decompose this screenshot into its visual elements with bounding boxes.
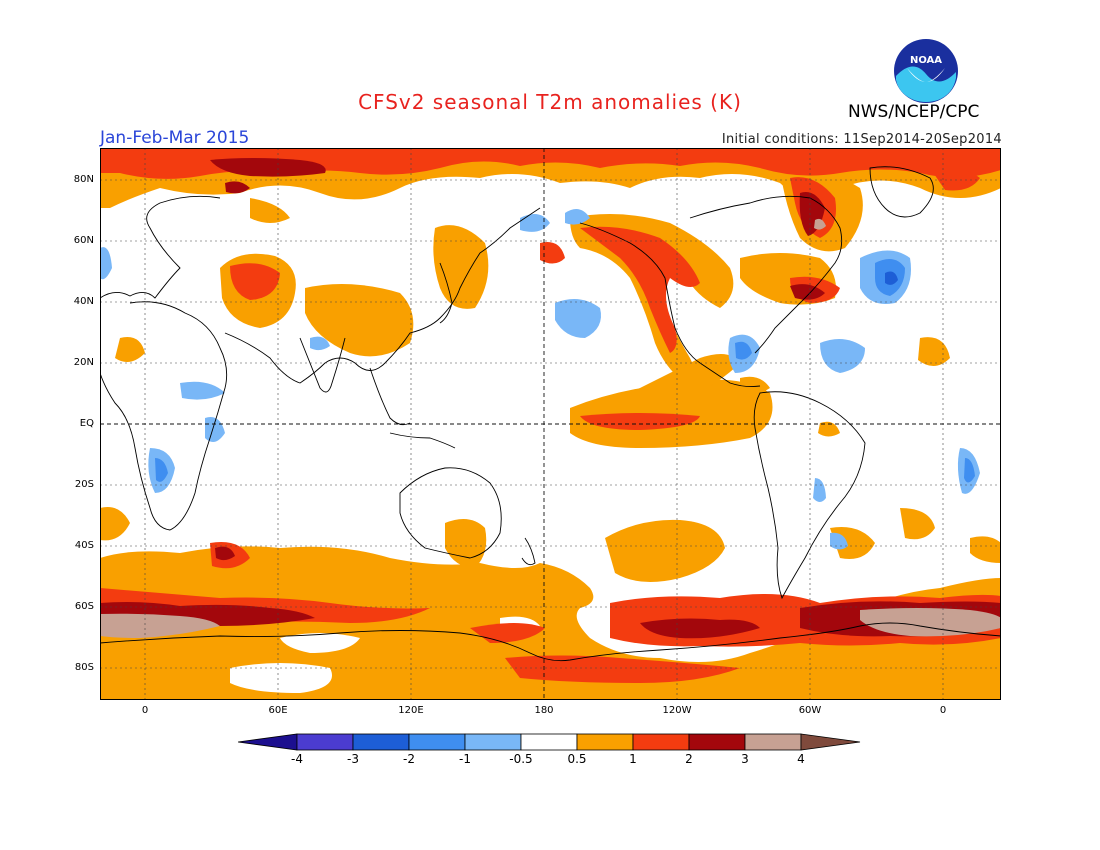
chart-title: CFSv2 seasonal T2m anomalies (K)	[358, 90, 742, 114]
colorbar-arrow-low	[238, 733, 298, 751]
agency-label: NWS/NCEP/CPC	[848, 102, 980, 122]
lat-label: 80S	[74, 662, 94, 673]
lon-label: 120E	[398, 705, 424, 716]
colorbar-segment	[576, 733, 634, 751]
map-border	[100, 148, 1001, 700]
lat-label: 80N	[73, 174, 94, 185]
lat-label: 60S	[74, 601, 94, 612]
warm-anomaly-layer-extreme	[100, 218, 1001, 638]
lat-label: 60N	[73, 235, 94, 246]
colorbar-segment	[744, 733, 802, 751]
lon-label: 120W	[662, 705, 692, 716]
colorbar	[238, 733, 861, 751]
lon-label: 60E	[268, 705, 288, 716]
lat-label: 20S	[74, 479, 94, 490]
colorbar-segment	[688, 733, 746, 751]
colorbar-label: 1	[629, 752, 637, 766]
colorbar-segment	[408, 733, 466, 751]
colorbar-label: -4	[291, 752, 303, 766]
lat-label: 40N	[73, 296, 94, 307]
logo-text: NOAA	[910, 55, 942, 66]
colorbar-label: -2	[403, 752, 415, 766]
lat-label: EQ	[79, 418, 94, 429]
lon-label: 0	[141, 705, 149, 716]
colorbar-label: -0.5	[509, 752, 533, 766]
colorbar-arrow-high	[800, 733, 861, 751]
colorbar-segment	[352, 733, 410, 751]
colorbar-label: -1	[459, 752, 471, 766]
lat-label: 20N	[73, 357, 94, 368]
colorbar-label: 0.5	[567, 752, 587, 766]
coastlines	[100, 166, 1001, 662]
lon-label: 180	[534, 705, 554, 716]
season-label: Jan-Feb-Mar 2015	[100, 128, 250, 148]
lon-label: 0	[939, 705, 947, 716]
colorbar-label: -3	[347, 752, 359, 766]
colorbar-segment	[632, 733, 690, 751]
colorbar-segment	[464, 733, 522, 751]
initial-conditions-label: Initial conditions: 11Sep2014-20Sep2014	[721, 132, 1002, 147]
equator-and-dateline	[100, 148, 1001, 700]
colorbar-label: 3	[741, 752, 749, 766]
colorbar-segment	[520, 733, 578, 751]
lon-label: 60W	[798, 705, 822, 716]
anomaly-map	[100, 148, 1001, 700]
colorbar-label: 2	[685, 752, 693, 766]
cold-anomaly-layer-strong	[885, 271, 898, 285]
colorbar-label: 4	[797, 752, 805, 766]
colorbar-segment	[296, 733, 354, 751]
noaa-logo: NOAA	[894, 39, 958, 103]
lat-label: 40S	[74, 540, 94, 551]
